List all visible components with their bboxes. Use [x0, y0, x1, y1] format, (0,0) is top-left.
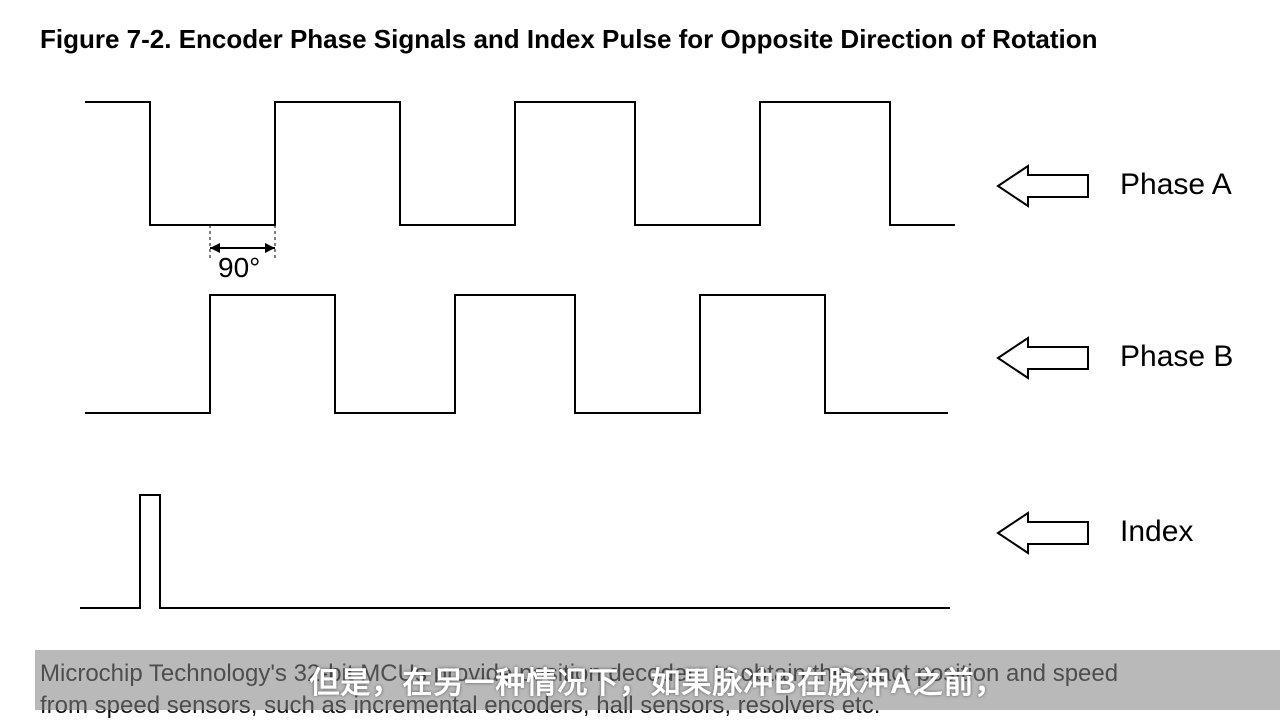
- diagram-canvas: [0, 0, 1280, 720]
- phase-b-label: Phase B: [1120, 340, 1233, 374]
- waveform-svg: [0, 0, 1280, 720]
- phase-a-label: Phase A: [1120, 168, 1232, 202]
- subtitle-text: 但是，在另一种情况下，如果脉冲B在脉冲A之前，: [309, 658, 1005, 702]
- subtitle-bar: 但是，在另一种情况下，如果脉冲B在脉冲A之前，: [35, 650, 1280, 710]
- index-label: Index: [1120, 515, 1193, 549]
- phase-shift-label: 90°: [218, 252, 260, 284]
